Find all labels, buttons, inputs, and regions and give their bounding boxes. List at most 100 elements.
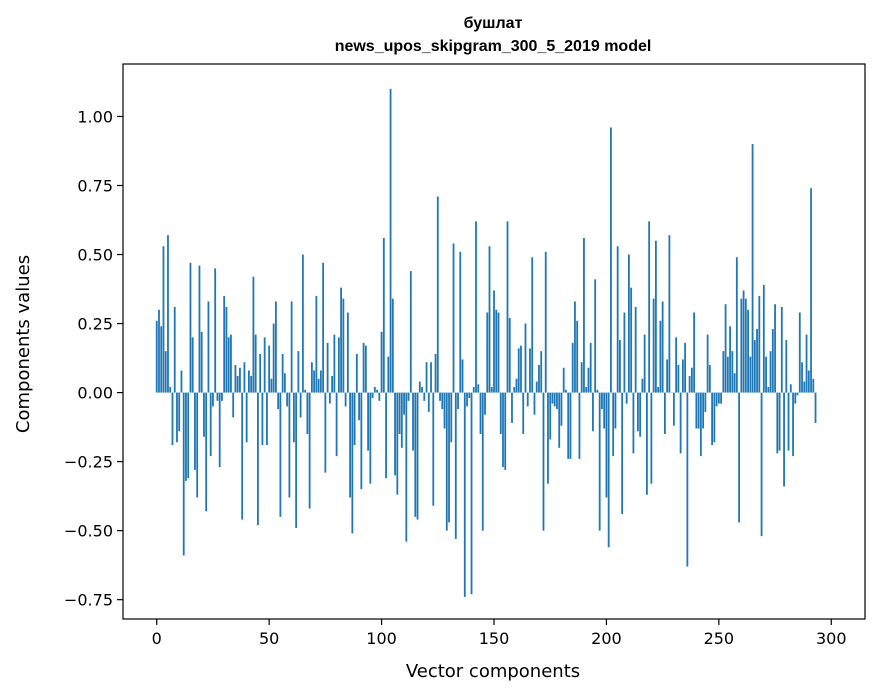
bar: [277, 392, 280, 410]
bar: [200, 331, 203, 393]
bar: [589, 342, 592, 393]
bar: [286, 392, 289, 407]
y-tick-label: 0.75: [77, 176, 113, 195]
bar: [587, 367, 590, 393]
bar: [675, 337, 678, 393]
bar: [221, 392, 223, 401]
bar: [475, 221, 477, 393]
axes-layer: 0 50 100 150 200 250 300 −0.75 −0.50 −0.25 0.00 0.2…: [64, 63, 866, 648]
bar: [526, 392, 529, 407]
bar: [333, 334, 336, 393]
bar: [672, 392, 675, 426]
bar: [702, 392, 705, 429]
bar: [774, 304, 776, 393]
bar: [295, 392, 298, 528]
chart-title: бушлат: [464, 15, 523, 32]
bar: [740, 298, 743, 393]
bar: [787, 392, 790, 451]
bar: [798, 312, 801, 393]
bar: [508, 318, 511, 393]
bar: [382, 237, 385, 393]
bar: [520, 345, 522, 393]
bar: [522, 392, 525, 434]
bar: [360, 392, 363, 490]
bar: [580, 362, 583, 393]
bar: [607, 392, 610, 548]
bar: [439, 392, 441, 401]
y-tick-label: 0.25: [77, 315, 113, 334]
bar: [239, 367, 241, 393]
bar: [169, 387, 172, 393]
bar: [290, 301, 293, 393]
bar: [538, 364, 540, 393]
bar: [603, 392, 606, 429]
bar: [686, 392, 689, 567]
bar: [306, 392, 309, 434]
bar: [540, 351, 543, 393]
bar: [717, 392, 720, 404]
bar: [328, 392, 331, 404]
bar: [783, 392, 785, 487]
bar: [553, 392, 556, 407]
bar: [486, 312, 489, 393]
bar: [248, 370, 250, 393]
bar: [342, 298, 345, 393]
bar: [708, 364, 711, 393]
bar: [562, 367, 565, 393]
bar: [416, 392, 419, 520]
bar: [425, 362, 428, 393]
bar: [459, 251, 462, 393]
bar: [335, 392, 338, 457]
bar: [430, 362, 432, 393]
bar: [252, 276, 255, 393]
x-tick-label: 100: [366, 629, 397, 648]
bar: [182, 392, 185, 556]
bar: [762, 284, 765, 393]
bar: [601, 392, 603, 410]
bar: [646, 392, 648, 495]
bar: [814, 392, 817, 423]
bar: [418, 381, 421, 393]
bar: [185, 392, 187, 481]
bar: [454, 392, 457, 539]
bar: [270, 378, 273, 393]
y-axis-label: Components values: [13, 255, 34, 433]
bar: [326, 342, 329, 393]
bar: [659, 320, 662, 393]
bar: [810, 188, 812, 393]
bar: [517, 348, 520, 393]
bar: [450, 392, 453, 443]
bar: [630, 287, 633, 393]
bar: [605, 392, 608, 498]
bar: [715, 392, 718, 407]
bar: [515, 378, 518, 393]
bar: [400, 392, 403, 448]
bar: [346, 312, 349, 393]
bar: [376, 389, 378, 393]
bar: [466, 392, 468, 407]
bar: [632, 392, 635, 454]
bar: [180, 370, 183, 393]
bar: [162, 246, 165, 393]
bar: [731, 351, 734, 393]
bar: [176, 392, 178, 443]
bar: [796, 392, 799, 396]
bar: [434, 353, 437, 393]
bar: [776, 392, 779, 454]
bar: [331, 376, 334, 393]
bar: [212, 392, 214, 407]
bar: [583, 237, 585, 393]
bar: [315, 295, 318, 393]
bar: [371, 392, 374, 399]
bar: [619, 340, 621, 393]
bar: [612, 392, 615, 457]
bar: [391, 298, 394, 393]
bar: [421, 387, 423, 393]
bar: [558, 392, 561, 448]
bar: [261, 392, 264, 446]
bar: [758, 295, 761, 393]
bar: [661, 301, 664, 393]
bar: [567, 392, 570, 459]
bar: [427, 392, 430, 412]
